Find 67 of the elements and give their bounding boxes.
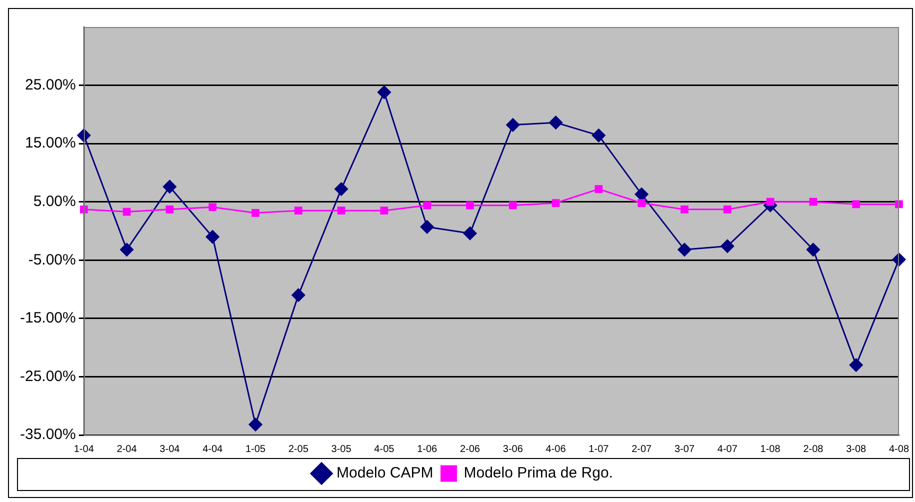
x-tick-label: 2-04: [116, 444, 138, 455]
x-tick-label: 1-08: [760, 444, 781, 455]
point: [634, 188, 648, 202]
x-tick-label: 1-07: [588, 444, 610, 455]
point: [766, 198, 774, 206]
point: [508, 201, 517, 210]
x-tick-label: 4-05: [374, 444, 395, 455]
y-tick-label: -15.00%: [20, 310, 76, 327]
point: [549, 116, 563, 130]
point: [506, 118, 520, 132]
point: [723, 206, 732, 214]
x-tick-label: 3-06: [502, 444, 524, 455]
x-tick-label: 3-04: [160, 444, 180, 455]
point: [809, 198, 818, 206]
point: [594, 185, 603, 193]
point: [638, 199, 646, 207]
x-tick-label: 2-06: [460, 444, 480, 455]
point: [892, 252, 906, 266]
y-tick-label: -35.00%: [20, 426, 76, 444]
point: [849, 358, 863, 372]
point: [120, 242, 134, 256]
y-tick-label: 25.00%: [24, 76, 76, 94]
point: [162, 180, 176, 194]
legend-label: Modelo CAPM: [336, 464, 434, 482]
point: [592, 128, 606, 142]
point: [292, 288, 306, 302]
point: [208, 203, 217, 212]
x-tick-label: 4-04: [202, 444, 224, 455]
point: [720, 239, 734, 253]
point: [377, 86, 391, 100]
x-tick-label: 2-05: [288, 444, 309, 455]
point: [806, 242, 820, 256]
point: [77, 128, 91, 142]
y-tick-label: 15.00%: [24, 134, 76, 152]
point: [206, 230, 220, 244]
point: [337, 206, 346, 215]
x-tick-label: 4-07: [717, 444, 738, 455]
point: [380, 206, 388, 215]
point: [334, 182, 348, 196]
point: [122, 208, 131, 216]
point: [466, 201, 474, 210]
x-tick-label: 4-06: [546, 444, 566, 455]
point: [552, 199, 560, 207]
point: [252, 209, 260, 217]
point: [463, 226, 477, 240]
point: [680, 206, 688, 214]
x-tick-label: 1-04: [74, 444, 94, 455]
point: [678, 242, 692, 256]
point: [852, 200, 860, 208]
legend-label: Modelo Prima de Rgo.: [464, 464, 613, 482]
point: [423, 201, 432, 210]
point: [166, 206, 174, 214]
x-tick-label: 4-08: [888, 444, 910, 455]
x-tick-label: 2-08: [803, 444, 824, 455]
x-tick-label: 3-07: [674, 444, 695, 455]
point: [248, 418, 262, 432]
point: [294, 206, 302, 215]
point: [420, 220, 434, 234]
y-tick-label: 5.00%: [33, 193, 76, 210]
x-tick-label: 1-06: [417, 444, 438, 455]
point: [80, 206, 88, 214]
y-tick-label: -25.00%: [20, 368, 76, 385]
x-tick-label: 2-07: [632, 444, 652, 455]
x-tick-label: 1-05: [245, 444, 266, 455]
x-tick-label: 3-08: [846, 444, 867, 455]
y-tick-label: -5.00%: [28, 251, 76, 268]
x-tick-label: 3-05: [331, 444, 352, 455]
